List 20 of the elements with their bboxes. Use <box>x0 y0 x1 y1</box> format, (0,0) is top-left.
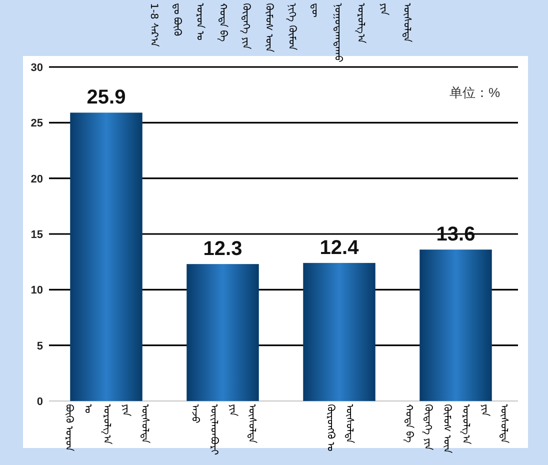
bar <box>186 264 259 401</box>
data-label: 25.9 <box>86 86 126 109</box>
x-tick-label: ᠪᠦᠬᠦ ᠣᠷᠣᠨ ᠤ ᠣᠷᠣᠯᠭ᠎ᠠ ᠶᠢᠨ ᠥᠰᠦᠯᠲᠡ <box>62 404 152 454</box>
y-tick-label: 5 <box>36 340 43 352</box>
bar <box>70 112 142 401</box>
y-tick-label: 15 <box>30 229 43 241</box>
x-tick-label: ᠬᠥᠷᠥᠩᠭᠦ ᠤ ᠥᠰᠦᠯᠲᠡ <box>323 404 356 454</box>
data-label: 12.4 <box>320 236 360 259</box>
chart-title: 1-8 ᠰᠠᠷ᠎ᠠ ᠳᠤ ᠪᠦᠬᠦ ᠣᠷᠣᠨ ᠤ ᠬᠣᠲᠠ ᠪᠠ ᠬᠥᠳᠡᠭᠡ ᠶᠢᠨ ᠬᠦᠮᠦᠰ ᠦᠨ ᠨᠢᠭᠡ ᠬᠦᠮᠦᠨ ᠳᠦ ᠨᠣᠭᠣᠳᠠᠭᠳᠠᠬᠤ ᠣᠷᠣᠯᠭ᠎ᠠ ᠶᠢᠨ ᠥᠰᠦᠯᠲᠡ <box>148 3 412 62</box>
data-label: 12.3 <box>203 238 242 260</box>
y-tick-label: 25 <box>30 118 43 130</box>
y-tick-label: 0 <box>36 396 43 408</box>
y-tick-label: 10 <box>30 284 43 297</box>
x-tick-label: ᠬᠣᠲᠠ ᠪᠠ ᠬᠥᠳᠡᠭᠡ ᠶᠢᠨ ᠬᠦᠮᠦᠰ ᠦᠨ ᠣᠷᠣᠯᠭ᠎ᠠ ᠶᠢᠨ ᠥᠰᠦᠯᠲᠡ <box>402 404 510 456</box>
y-tick-label: 20 <box>30 173 43 186</box>
y-tick-label: 30 <box>30 62 43 74</box>
bar <box>420 250 492 401</box>
bar <box>303 262 376 401</box>
annotation: 单位：% <box>449 85 500 100</box>
x-tick-label: ᠠᠵᠤ ᠦᠢᠯᠡᠳᠪᠦᠷᠢ ᠶᠢᠨ ᠥᠰᠦᠯᠲᠡ <box>188 404 258 456</box>
